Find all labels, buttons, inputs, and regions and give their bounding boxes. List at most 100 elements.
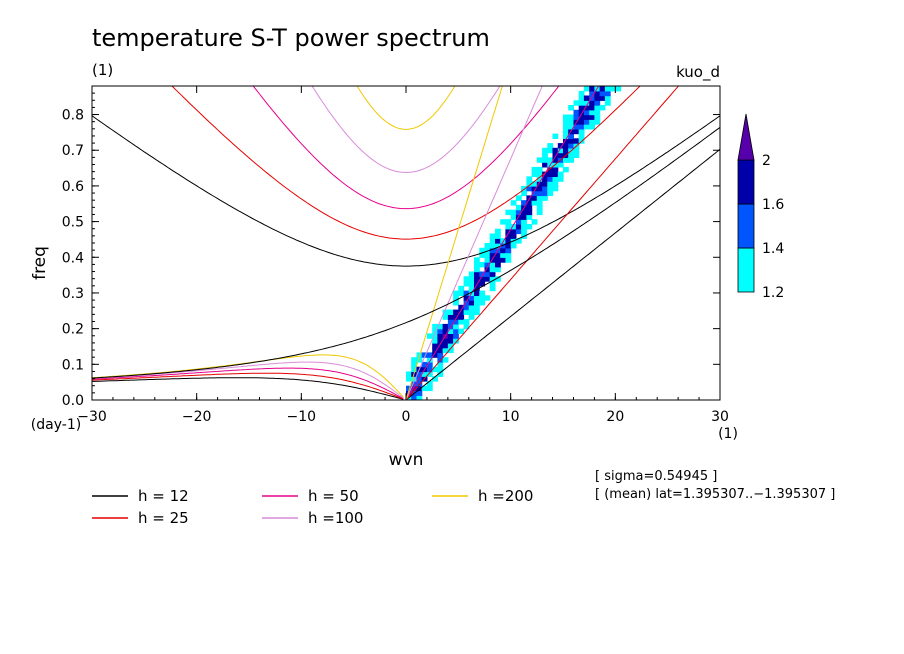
rossby-curve-h12 — [92, 377, 404, 400]
heat-cell — [510, 224, 517, 230]
heat-cell — [510, 233, 517, 239]
heat-cell — [479, 247, 486, 254]
heat-cell — [474, 309, 480, 315]
heat-cell — [416, 381, 423, 387]
heat-cell — [505, 228, 512, 235]
heat-cell — [578, 133, 585, 139]
heat-cell — [505, 238, 512, 244]
heat-cell — [526, 200, 533, 206]
colorbar-swatch — [737, 159, 755, 205]
heat-cell — [563, 157, 569, 163]
heat-cell — [510, 209, 517, 216]
heat-cell — [515, 224, 522, 230]
heat-cell — [594, 100, 601, 106]
heat-cell — [474, 257, 480, 263]
heat-cell — [432, 366, 438, 373]
heat-cell — [573, 152, 580, 158]
ig-curve-h200 — [356, 86, 456, 130]
y-tick-label: 0.7 — [62, 143, 84, 159]
heat-cell — [463, 319, 470, 325]
heat-cell — [599, 86, 606, 92]
heat-cell — [594, 109, 601, 116]
heat-cell — [495, 266, 501, 273]
heat-cell — [479, 300, 486, 306]
heat-cell — [432, 352, 438, 358]
heat-cell — [526, 224, 533, 230]
heat-cell — [526, 209, 533, 216]
heat-cell — [552, 157, 559, 163]
ig-curve-h25 — [171, 86, 641, 240]
heat-cell — [526, 185, 533, 192]
heat-cell — [578, 109, 585, 116]
heat-cell — [421, 352, 428, 358]
heat-cell — [536, 200, 543, 206]
ig-curve-h50 — [252, 86, 560, 210]
heat-cell — [547, 157, 554, 163]
heat-cell — [578, 105, 585, 111]
heat-cell — [463, 276, 470, 282]
heat-cell — [557, 176, 564, 182]
heat-cell — [505, 252, 512, 258]
heat-cell — [573, 147, 580, 154]
y-tick-label: 0.5 — [62, 215, 84, 231]
heat-cell — [542, 181, 548, 187]
heat-cell — [489, 271, 496, 277]
heat-cell — [479, 262, 486, 268]
heat-cell — [583, 86, 590, 92]
heat-cell — [536, 171, 543, 177]
heat-cell — [510, 243, 517, 249]
heat-cell — [568, 119, 574, 125]
heat-cell — [578, 124, 585, 130]
heat-cell — [552, 166, 559, 173]
heat-cell — [437, 347, 444, 354]
heat-cell — [500, 257, 506, 263]
heat-cell — [568, 152, 574, 158]
heat-cell — [453, 295, 459, 301]
heat-cell — [563, 128, 569, 135]
heat-cell — [568, 138, 574, 144]
heat-cell — [563, 119, 569, 125]
colorbar: 1.2 1.4 1.6 2 — [737, 113, 784, 301]
heat-cell — [536, 166, 543, 173]
heat-cell — [589, 109, 595, 116]
heat-cell — [468, 281, 475, 287]
heat-cell — [542, 157, 548, 163]
heat-cell — [589, 105, 595, 111]
heat-cell — [578, 95, 585, 101]
heat-cell — [547, 143, 554, 149]
heat-cell — [442, 338, 449, 344]
heat-cell — [468, 304, 475, 311]
heat-cell — [505, 224, 512, 230]
heat-cell — [594, 95, 601, 101]
heat-cell — [489, 238, 496, 244]
heat-cell — [594, 119, 601, 125]
heat-cell — [578, 114, 585, 120]
heat-cell — [568, 105, 574, 111]
heat-cell — [426, 381, 433, 387]
heat-cell — [568, 143, 574, 149]
heat-cell — [604, 95, 611, 101]
heat-cell — [426, 352, 433, 358]
heat-cell — [479, 276, 486, 282]
heat-cell — [463, 290, 470, 296]
heat-cell — [536, 209, 543, 216]
heat-cell — [416, 357, 423, 363]
heat-cell — [500, 252, 506, 258]
heat-cell — [557, 143, 564, 149]
heat-cell — [526, 176, 533, 182]
heat-cell — [515, 238, 522, 244]
heat-cell — [589, 114, 595, 120]
heat-cell — [563, 124, 569, 130]
heat-cell — [531, 171, 538, 177]
heat-cell — [547, 185, 554, 192]
heat-cell — [531, 185, 538, 192]
heat-cell — [515, 228, 522, 235]
kelvin-curve-h100 — [405, 86, 543, 400]
heat-cell — [542, 176, 548, 182]
heat-cell — [484, 247, 491, 254]
heat-cell — [474, 271, 480, 277]
heat-cell — [521, 219, 527, 225]
heat-cell — [437, 371, 444, 377]
y-axis-ticks: 0.0 0.1 0.2 0.3 0.4 0.5 0.6 0.7 0.8 — [62, 85, 720, 409]
